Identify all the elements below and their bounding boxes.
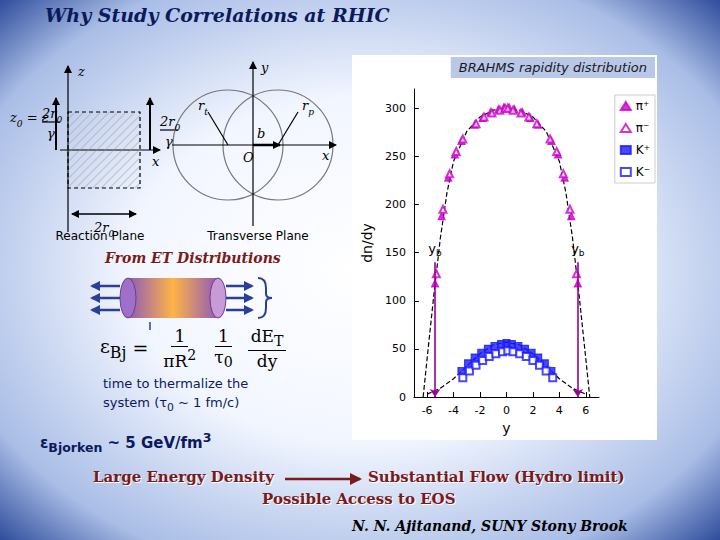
svg-text:0: 0 [399, 391, 406, 404]
svg-text:y: y [571, 241, 579, 257]
svg-text:x: x [152, 154, 160, 169]
svg-text:rt: rt [198, 98, 208, 117]
html-text:dy: dy [256, 350, 278, 371]
svg-text:O: O [243, 150, 254, 165]
svg-text:50: 50 [392, 342, 406, 355]
html-text:N. N. Ajitanand, SUNY Stony Br: N. N. Ajitanand, SUNY Stony Brook [352, 518, 628, 534]
svg-text:K⁺: K⁺ [636, 143, 650, 157]
html-text:Large Energy Density: Large Energy Density [93, 468, 274, 486]
svg-text:dn/dy: dn/dy [359, 223, 375, 263]
html-text:time to thermalize the: time to thermalize the [103, 376, 249, 391]
svg-text:Reaction Plane: Reaction Plane [56, 229, 145, 243]
html-text:1: 1 [174, 326, 186, 346]
svg-text:b: b [579, 248, 585, 258]
svg-text:0: 0 [503, 404, 510, 417]
svg-text:z: z [77, 64, 85, 79]
svg-text:x: x [322, 148, 330, 163]
svg-text:-6: -6 [422, 404, 433, 417]
svg-text:250: 250 [385, 150, 406, 163]
svg-text:π⁺: π⁺ [636, 99, 650, 113]
svg-text:K⁻: K⁻ [636, 165, 650, 179]
svg-text:Transverse Plane: Transverse Plane [206, 229, 309, 243]
html-text:τ0: τ0 [214, 347, 233, 371]
svg-text:rp: rp [302, 98, 314, 117]
svg-text:y: y [428, 241, 436, 257]
svg-text:2r0: 2r0 [159, 114, 181, 133]
svg-text:-2: -2 [475, 404, 486, 417]
svg-text:BRAHMS rapidity distribution: BRAHMS rapidity distribution [459, 60, 647, 75]
html-text:system (τ0~ 1 fm/c): system (τ0~ 1 fm/c) [103, 395, 240, 414]
svg-text:200: 200 [385, 198, 406, 211]
html-text:πR2: πR2 [163, 347, 197, 371]
svg-text:-4: -4 [448, 404, 459, 417]
svg-text:γ: γ [47, 126, 55, 141]
svg-text:2: 2 [529, 404, 536, 417]
html-text:Possible Access to EOS: Possible Access to EOS [262, 490, 456, 508]
html-text:Substantial Flow (Hydro limit): Substantial Flow (Hydro limit) [368, 468, 625, 486]
html-text:1: 1 [218, 326, 229, 347]
html-text:dET: dET [250, 326, 284, 350]
svg-text:y: y [260, 60, 269, 75]
svg-text:300: 300 [385, 102, 406, 115]
html-text:εBjorken~ 5 GeV/fm3: εBjorken~ 5 GeV/fm3 [40, 430, 212, 455]
svg-text:2r0: 2r0 [41, 106, 63, 125]
html-text:Why Study Correlations at RHIC: Why Study Correlations at RHIC [45, 4, 390, 26]
html-text:εBj =: εBj = [100, 334, 149, 362]
svg-text:b: b [257, 126, 265, 141]
svg-text:y: y [502, 420, 510, 436]
svg-text:150: 150 [385, 246, 406, 259]
html-text:z0= ε: z0= ε [10, 110, 49, 129]
html-text:From ET Distributions: From ET Distributions [105, 250, 281, 266]
svg-text:π⁻: π⁻ [636, 121, 650, 135]
svg-text:b: b [436, 248, 442, 258]
svg-text:γ: γ [165, 134, 173, 149]
svg-text:6: 6 [582, 404, 589, 417]
svg-text:4: 4 [556, 404, 563, 417]
svg-text:100: 100 [385, 294, 406, 307]
